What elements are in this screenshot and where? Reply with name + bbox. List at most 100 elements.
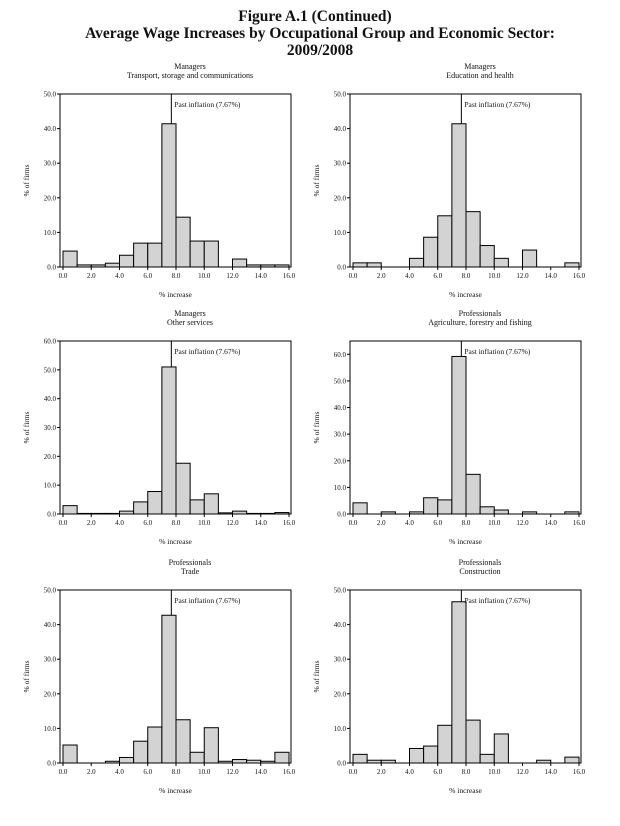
y-tick-label: 30.0: [44, 160, 57, 168]
y-tick-label: 0.0: [47, 511, 56, 519]
histogram-bar: [352, 502, 368, 515]
x-tick-label: 8.0: [172, 519, 181, 527]
x-tick-label: 12.0: [226, 272, 239, 280]
histogram-bar: [104, 262, 121, 268]
x-tick-label: 8.0: [462, 272, 471, 280]
x-tick-label: 14.0: [545, 768, 558, 776]
y-tick-label: 20.0: [334, 194, 347, 202]
histogram-bar: [161, 123, 177, 268]
histogram-bar: [133, 242, 149, 268]
histogram-bar: [232, 759, 248, 764]
x-axis-label: % increase: [449, 290, 482, 299]
y-tick-label: 0.0: [337, 264, 346, 272]
histogram-bar: [119, 756, 135, 764]
x-tick-label: 4.0: [115, 768, 124, 776]
x-tick-label: 14.0: [545, 519, 558, 527]
y-axis-label: % of firms: [22, 411, 31, 443]
y-tick-label: 30.0: [334, 656, 347, 664]
y-axis-label: % of firms: [312, 164, 321, 196]
histogram-panel: Managers Other services Past inflation (…: [0, 309, 300, 559]
figure-title: Figure A.1 (Continued): [238, 8, 392, 25]
y-axis-label: % of firms: [312, 660, 321, 692]
y-tick-label: 30.0: [334, 431, 347, 439]
histogram-bar: [493, 257, 509, 268]
y-tick-label: 20.0: [334, 457, 347, 465]
x-tick-label: 4.0: [115, 519, 124, 527]
x-tick-label: 2.0: [377, 272, 386, 280]
histogram-bar: [175, 216, 191, 268]
histogram-bar: [189, 751, 205, 764]
histogram-bar: [161, 614, 177, 764]
histogram-bar: [274, 751, 290, 764]
y-tick-label: 50.0: [44, 366, 57, 374]
y-tick-label: 30.0: [44, 424, 57, 432]
y-tick-label: 20.0: [44, 690, 57, 698]
y-tick-label: 10.0: [334, 725, 347, 733]
x-axis-label: % increase: [449, 786, 482, 795]
histogram-bar: [352, 753, 368, 764]
panel-title: Managers Other services: [0, 309, 340, 327]
reference-line-label: Past inflation (7.67%): [464, 100, 531, 109]
histogram-panel: Managers Transport, storage and communic…: [0, 62, 300, 312]
y-tick-label: 10.0: [44, 482, 57, 490]
histogram-svg: Past inflation (7.67%) 0.0 10.0 20.0 30.0 40.…: [312, 340, 586, 546]
panel-group: Managers: [174, 62, 206, 71]
histogram-svg: Past inflation (7.67%) 0.0 10.0 20.0 30.0 40.…: [312, 91, 586, 300]
x-tick-label: 16.0: [573, 272, 586, 280]
figure-title-block: Figure A.1 (Continued) Average Wage Incr…: [0, 8, 620, 59]
x-tick-label: 12.0: [516, 272, 529, 280]
reference-line-label: Past inflation (7.67%): [174, 596, 241, 605]
x-tick-label: 8.0: [462, 519, 471, 527]
histogram-panel: Managers Education and health Past infla…: [290, 62, 590, 312]
histogram-bar: [62, 505, 78, 515]
histogram-bar: [564, 756, 580, 764]
x-axis-label: % increase: [449, 537, 482, 546]
y-tick-label: 40.0: [334, 621, 347, 629]
x-tick-label: 14.0: [255, 519, 268, 527]
panel-title: Professionals Construction: [290, 558, 620, 576]
x-tick-label: 16.0: [573, 768, 586, 776]
x-tick-label: 10.0: [198, 272, 211, 280]
x-tick-label: 10.0: [488, 519, 501, 527]
histogram-bar: [451, 601, 467, 764]
histogram-bar: [437, 215, 453, 268]
y-tick-label: 10.0: [334, 484, 347, 492]
histogram-svg: Past inflation (7.67%) 0.0 10.0 20.0 30.0 40.…: [22, 91, 296, 300]
histogram-bar: [133, 501, 149, 515]
x-tick-label: 2.0: [87, 272, 96, 280]
x-tick-label: 4.0: [405, 768, 414, 776]
x-tick-label: 10.0: [198, 768, 211, 776]
x-tick-label: 0.0: [349, 272, 358, 280]
histogram-bar: [62, 250, 78, 268]
x-tick-label: 6.0: [433, 768, 442, 776]
y-tick-label: 50.0: [334, 377, 347, 385]
y-tick-label: 30.0: [334, 160, 347, 168]
y-tick-label: 30.0: [44, 656, 57, 664]
x-axis-label: % increase: [159, 786, 192, 795]
x-tick-label: 8.0: [462, 768, 471, 776]
histogram-svg: Past inflation (7.67%) 0.0 10.0 20.0 30.0 40.…: [22, 587, 296, 796]
y-tick-label: 60.0: [44, 338, 57, 346]
histogram-bar: [203, 493, 219, 515]
panel-sector: Trade: [180, 567, 200, 576]
x-tick-label: 10.0: [488, 768, 501, 776]
histogram-bar: [352, 262, 368, 268]
histogram-bar: [564, 262, 580, 268]
y-tick-label: 50.0: [44, 587, 57, 595]
x-tick-label: 2.0: [377, 768, 386, 776]
reference-line-label: Past inflation (7.67%): [174, 347, 241, 356]
histogram-bar: [133, 740, 149, 764]
histogram-bar: [479, 245, 495, 268]
y-tick-label: 40.0: [334, 125, 347, 133]
histogram-bar: [423, 236, 439, 268]
panel-group: Managers: [464, 62, 496, 71]
x-tick-label: 12.0: [226, 768, 239, 776]
x-tick-label: 12.0: [226, 519, 239, 527]
y-tick-label: 20.0: [44, 453, 57, 461]
x-tick-label: 6.0: [433, 519, 442, 527]
x-tick-label: 0.0: [349, 768, 358, 776]
panel-group: Professionals: [168, 558, 212, 567]
x-tick-label: 8.0: [172, 272, 181, 280]
x-tick-label: 2.0: [87, 768, 96, 776]
y-tick-label: 10.0: [44, 725, 57, 733]
